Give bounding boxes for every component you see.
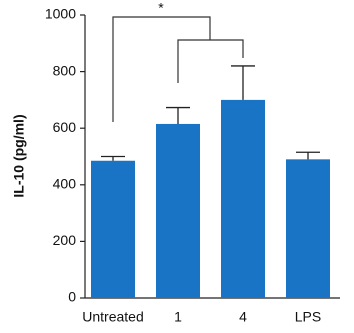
y-tick-label: 0 bbox=[68, 289, 76, 305]
x-tick-label: LPS bbox=[295, 309, 321, 325]
x-tick-label: 1 bbox=[174, 309, 182, 325]
y-tick-label: 400 bbox=[53, 176, 77, 192]
y-tick-label: 800 bbox=[53, 62, 77, 78]
significance-bracket bbox=[112, 16, 244, 122]
significance-label: * bbox=[158, 0, 164, 16]
y-tick-label: 600 bbox=[53, 119, 77, 135]
bar bbox=[286, 159, 330, 298]
x-tick-label: 4 bbox=[239, 309, 247, 325]
error-bar bbox=[231, 65, 255, 100]
bar bbox=[221, 99, 265, 299]
x-tick-label: Untreated bbox=[82, 309, 143, 325]
y-axis-label: IL-10 (pg/ml) bbox=[11, 114, 27, 197]
y-tick-label: 1000 bbox=[45, 6, 76, 22]
bar bbox=[91, 160, 135, 298]
y-tick-label: 200 bbox=[53, 232, 77, 248]
bar bbox=[156, 123, 200, 298]
error-bar bbox=[101, 155, 125, 161]
error-bar bbox=[296, 151, 320, 160]
error-bar bbox=[166, 106, 190, 124]
